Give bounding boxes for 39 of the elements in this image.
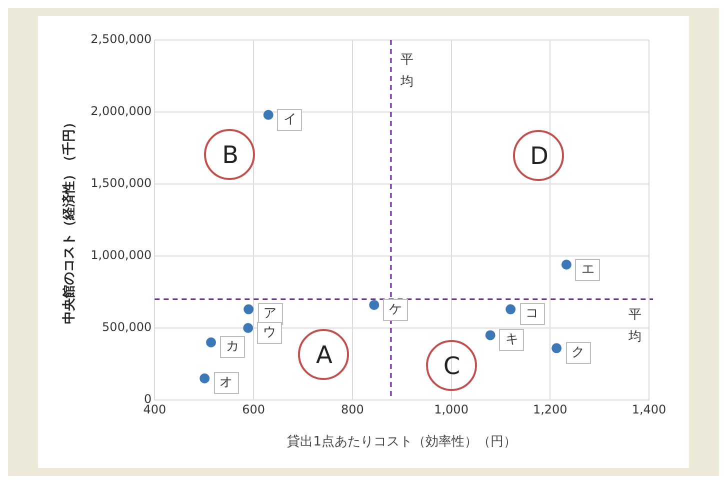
x-tick-label: 1,200 — [532, 402, 568, 416]
y-tick-label: 500,000 — [102, 320, 152, 334]
annotation: イ — [277, 108, 302, 131]
x-axis-title: 貸出1点あたりコスト（効率性）（円） — [287, 434, 516, 450]
point — [506, 304, 516, 314]
x-tick-label: 400 — [143, 402, 166, 416]
ref-line-label: 平均 — [399, 52, 414, 90]
y-tick-label: 2,000,000 — [90, 104, 152, 118]
point — [369, 300, 380, 310]
y-tick-label: 2,500,000 — [90, 32, 152, 46]
annotation: ケ — [383, 298, 408, 321]
ref-line-label: 平均 — [628, 308, 642, 345]
annotation: A — [316, 341, 332, 369]
annotation: カ — [220, 336, 246, 358]
annotation: エ — [575, 258, 600, 281]
annotation: C — [443, 352, 460, 380]
y-tick-label: 1,000,000 — [90, 248, 152, 262]
annotation: ア — [258, 303, 283, 326]
point — [243, 323, 254, 333]
point — [200, 373, 210, 384]
point — [561, 260, 572, 270]
annotation: ク — [566, 342, 591, 364]
annotation: B — [222, 141, 239, 170]
x-tick-label: 600 — [242, 402, 265, 416]
annotation: D — [530, 142, 548, 170]
x-tick-label: 1,000 — [434, 402, 468, 416]
annotation: ウ — [257, 322, 282, 344]
annotation: オ — [214, 372, 239, 394]
point — [244, 304, 254, 314]
point — [485, 330, 496, 340]
x-tick-label: 800 — [340, 402, 364, 416]
y-axis-title: 中央館のコスト（経済性）（千円） — [61, 116, 78, 324]
point — [552, 343, 562, 354]
y-tick-label: 1,500,000 — [90, 176, 152, 190]
annotation: コ — [520, 303, 545, 326]
annotation: キ — [499, 329, 524, 352]
point — [263, 110, 274, 120]
x-tick-label: 1,400 — [632, 402, 666, 416]
point — [206, 337, 216, 348]
